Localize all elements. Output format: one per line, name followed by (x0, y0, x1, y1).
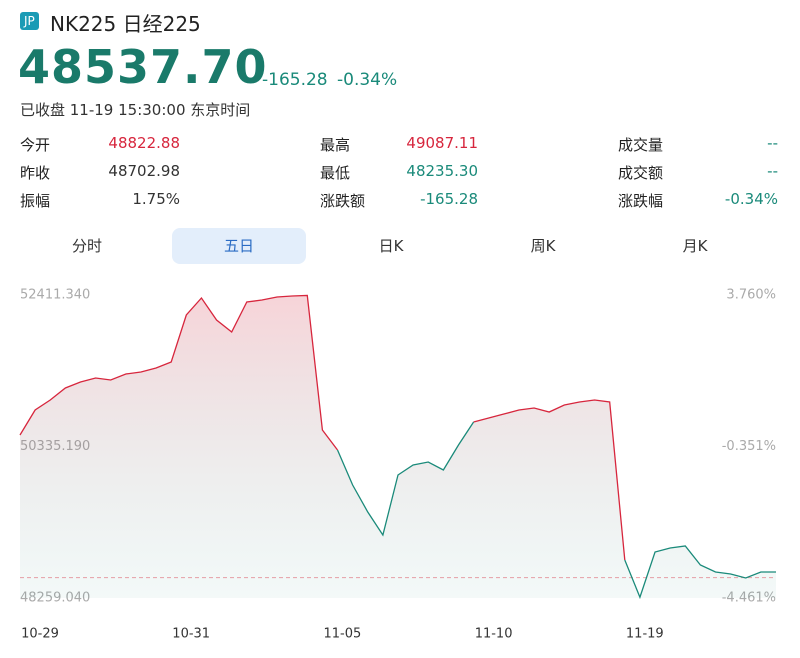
tab[interactable]: 周K (530, 237, 556, 255)
x-tick-label: 10-31 (172, 627, 210, 642)
index-name: NK225 日经225 (50, 12, 201, 36)
line-segment (473, 399, 626, 561)
line-segment (336, 421, 475, 537)
stat-label: 最低 (320, 164, 351, 182)
tab[interactable]: 五日 (172, 228, 306, 264)
stat-label: 涨跌幅 (618, 192, 664, 210)
x-tick-label: 10-29 (21, 627, 59, 642)
y2-tick-label: 3.760% (726, 288, 776, 303)
stat-value: -0.34% (724, 190, 778, 208)
area (20, 295, 776, 598)
stat-value: -- (767, 162, 778, 180)
market-badge: JP (20, 12, 39, 30)
y-tick-label: 52411.340 (20, 288, 90, 303)
tab[interactable]: 分时 (71, 237, 102, 255)
stat-label: 涨跌额 (320, 192, 366, 210)
stat-label: 振幅 (20, 192, 51, 210)
stat-label: 今开 (20, 136, 51, 154)
stat-label: 昨收 (20, 164, 51, 182)
stat-value: 48702.98 (108, 162, 180, 180)
x-tick-label: 11-10 (475, 627, 513, 642)
stat-value: 48822.88 (108, 134, 180, 152)
line-segment (624, 545, 776, 600)
stat-value: 1.75% (132, 190, 180, 208)
stat-label: 最高 (320, 136, 351, 154)
tab[interactable]: 日K (378, 237, 404, 255)
line-segment (19, 294, 339, 451)
x-tick-label: 11-19 (626, 627, 664, 642)
stat-value: 48235.30 (406, 162, 478, 180)
stat-label: 成交额 (618, 164, 664, 182)
stat-value: 49087.11 (406, 134, 478, 152)
change: -165.28 (262, 70, 328, 90)
status: 已收盘 11-19 15:30:00 东京时间 (20, 101, 251, 119)
stat-value: -165.28 (420, 190, 478, 208)
tab[interactable]: 月K (682, 237, 708, 255)
change-pct: -0.34% (337, 70, 398, 90)
x-tick-label: 11-05 (324, 627, 362, 642)
stat-label: 成交量 (618, 136, 664, 154)
stat-value: -- (767, 134, 778, 152)
y2-tick-label: -0.351% (722, 439, 776, 454)
price: 48537.70 (18, 40, 268, 94)
